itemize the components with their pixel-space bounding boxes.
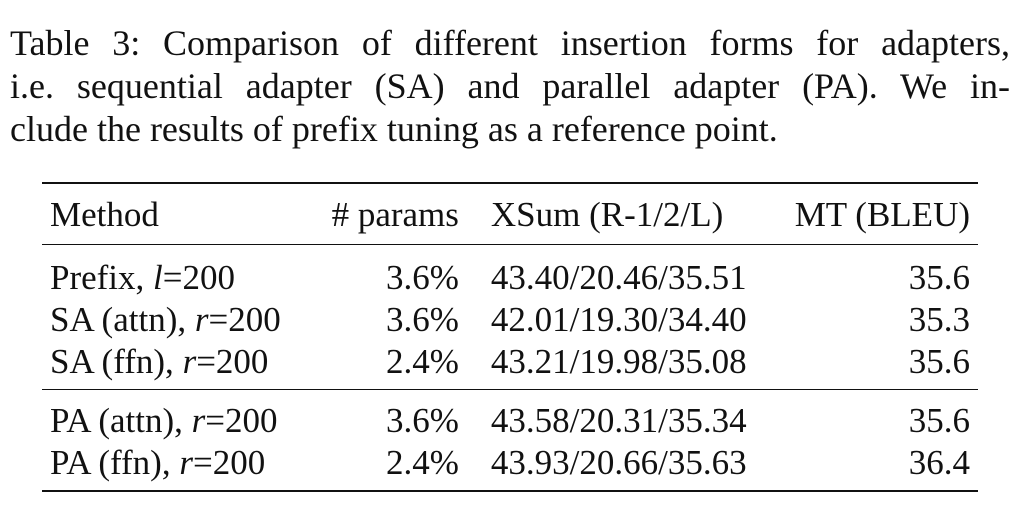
params-cell: 3.6%: [323, 244, 467, 299]
xsum-cell: 42.01/19.30/34.40: [490, 300, 747, 339]
table-row: PA (ffn), r=200 2.4% 43.93/20.66/35.63 3…: [42, 442, 978, 492]
params-cell: 3.6%: [323, 389, 467, 442]
table-row: PA (attn), r=200 3.6% 43.58/20.31/35.34 …: [42, 389, 978, 442]
header-method: Method: [42, 182, 324, 245]
caption-line-2: i.e. sequential adapter (SA) and paralle…: [10, 66, 1010, 106]
params-cell: 3.6%: [386, 300, 459, 339]
params-cell: 2.4%: [386, 342, 459, 381]
table-row: Prefix, l=200 3.6% 43.40/20.46/35.51 35.…: [42, 244, 978, 299]
header-mt: MT (BLEU): [786, 182, 978, 245]
header-row: Method # params XSum (R-1/2/L) MT (BLEU): [42, 182, 978, 245]
header-xsum: XSum (R-1/2/L): [466, 182, 787, 245]
xsum-cell: 43.21/19.98/35.08: [490, 342, 747, 381]
mt-cell: 35.6: [908, 342, 970, 381]
mt-cell-best: 36.4: [786, 442, 978, 492]
mt-cell: 35.3: [908, 300, 970, 339]
table-caption: Table 3: Comparison of different inserti…: [10, 22, 1010, 151]
mt-cell: 35.6: [786, 244, 978, 299]
method-cell: PA (attn), r=200: [42, 389, 324, 442]
method-cell: PA (ffn), r=200: [42, 442, 324, 492]
table-row: SA (attn), r=200 3.6% 42.01/19.30/34.40 …: [42, 299, 978, 341]
xsum-cell: 43.58/20.31/35.34: [466, 389, 787, 442]
header-params: # params: [323, 182, 467, 245]
results-table: Method # params XSum (R-1/2/L) MT (BLEU)…: [42, 182, 978, 492]
caption-line-3: clude the results of prefix tuning as a …: [10, 109, 778, 149]
mt-cell: 35.6: [786, 389, 978, 442]
method-cell: SA (ffn), r=200: [50, 342, 269, 381]
caption-line-1: Table 3: Comparison of different inserti…: [10, 23, 1010, 63]
method-cell: SA (attn), r=200: [50, 300, 281, 339]
xsum-cell-best: 43.93/20.66/35.63: [466, 442, 787, 492]
xsum-cell: 43.40/20.46/35.51: [466, 244, 787, 299]
method-cell: Prefix, l=200: [42, 244, 324, 299]
table-row: SA (ffn), r=200 2.4% 43.21/19.98/35.08 3…: [42, 341, 978, 390]
params-cell: 2.4%: [323, 442, 467, 492]
